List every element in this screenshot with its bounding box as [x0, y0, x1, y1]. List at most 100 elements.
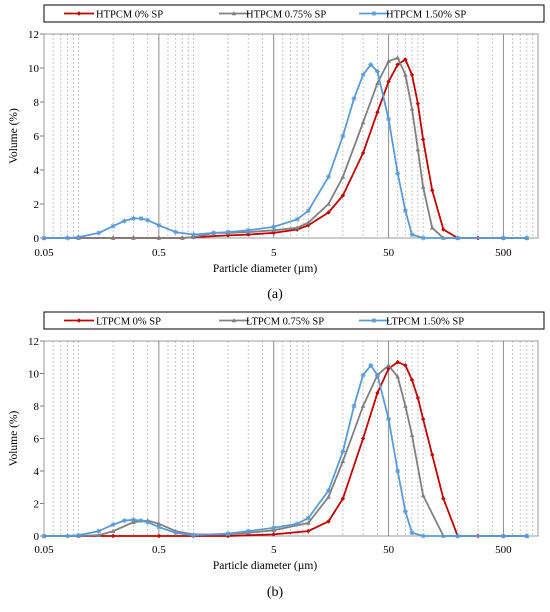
x-tick-label: 0.5 [152, 544, 166, 556]
data-point [76, 11, 82, 16]
data-point [340, 449, 346, 454]
series-line [44, 63, 527, 239]
data-point [420, 184, 426, 189]
series-line [44, 364, 527, 537]
data-point [173, 530, 179, 536]
data-point [415, 101, 421, 106]
legend: HTPCM 0% SP HTPCM 0.75% SP HTPCM 1.50% SP [43, 4, 545, 23]
plot-area-frame [43, 33, 539, 239]
data-point [96, 230, 102, 236]
data-point [76, 318, 82, 323]
data-point [360, 120, 366, 125]
series-line [44, 58, 527, 239]
x-tick-label: 500 [495, 544, 512, 556]
data-point [305, 520, 311, 525]
data-point [225, 229, 231, 235]
data-point [294, 216, 300, 222]
data-point [429, 225, 435, 230]
data-point [371, 11, 377, 16]
y-tick-label: 8 [34, 401, 40, 413]
data-point [455, 533, 461, 539]
data-point [231, 318, 237, 323]
data-point [403, 57, 408, 62]
data-point [305, 208, 311, 214]
data-point [173, 229, 179, 235]
y-tick-label: 0 [34, 531, 40, 543]
data-point [402, 509, 408, 515]
data-point [375, 390, 380, 396]
data-point [351, 96, 357, 102]
data-point [156, 521, 162, 526]
x-tick-label: 500 [495, 247, 512, 259]
data-point [420, 416, 426, 422]
data-point [409, 530, 415, 536]
data-point [156, 524, 162, 530]
y-tick-label: 10 [28, 369, 40, 381]
chart-panel-0: 0 2 4 6 8 10 12 0.05 0.5 5 50 500 Particle diameter … [8, 4, 545, 302]
data-point [156, 235, 162, 240]
data-point [403, 403, 408, 408]
data-point [138, 215, 144, 221]
data-point [420, 492, 426, 498]
data-point [225, 531, 231, 537]
plot-area-frame [43, 340, 539, 537]
data-point [110, 235, 116, 240]
data-point [524, 533, 530, 539]
x-tick-label: 0.5 [152, 247, 166, 259]
minor-grid [52, 341, 534, 536]
data-point [110, 533, 116, 539]
data-point [305, 515, 311, 521]
series-0 [41, 359, 530, 539]
data-point [145, 519, 151, 525]
data-point [271, 525, 277, 531]
series-1 [41, 55, 530, 240]
data-point [441, 496, 446, 501]
data-point [306, 528, 311, 534]
data-point [368, 62, 374, 68]
data-point [64, 533, 70, 539]
data-point [326, 488, 332, 493]
data-point [360, 72, 366, 78]
y-tick-label: 6 [34, 131, 40, 143]
y-tick-label: 2 [34, 199, 40, 211]
data-point [409, 106, 415, 111]
y-tick-label: 12 [28, 336, 39, 348]
data-point [500, 235, 506, 241]
data-point [130, 517, 136, 523]
data-point [455, 235, 461, 241]
data-point [395, 170, 401, 176]
data-point [395, 374, 400, 379]
data-point [121, 518, 127, 524]
y-tick-label: 4 [34, 165, 40, 177]
series-line [44, 364, 527, 537]
data-point [110, 528, 116, 533]
data-point [403, 363, 408, 368]
legend-label: LTPCM 0.75% SP [246, 317, 324, 328]
legend-label: LTPCM 1.50% SP [386, 317, 464, 328]
data-point [386, 416, 392, 422]
data-point [409, 72, 415, 77]
series-line [44, 56, 527, 239]
data-point [395, 468, 401, 474]
data-point [375, 110, 380, 115]
legend: LTPCM 0% SP LTPCM 0.75% SP LTPCM 1.50% SP [43, 311, 545, 330]
legend-box [43, 4, 545, 23]
y-tick-label: 4 [34, 466, 40, 478]
x-tick-label: 0.05 [34, 247, 54, 259]
series-line [44, 361, 527, 537]
data-point [360, 372, 366, 378]
x-tick-label: 0.05 [34, 544, 54, 556]
data-point [340, 193, 346, 198]
data-point [409, 377, 415, 383]
data-point [351, 403, 357, 409]
data-point [145, 217, 151, 223]
data-point [402, 208, 408, 214]
data-point [524, 235, 530, 241]
legend-label: HTPCM 1.50% SP [386, 10, 466, 21]
data-point [368, 362, 374, 368]
data-point [211, 230, 217, 236]
data-point [76, 234, 82, 240]
data-point [131, 235, 136, 240]
data-point [110, 223, 116, 229]
